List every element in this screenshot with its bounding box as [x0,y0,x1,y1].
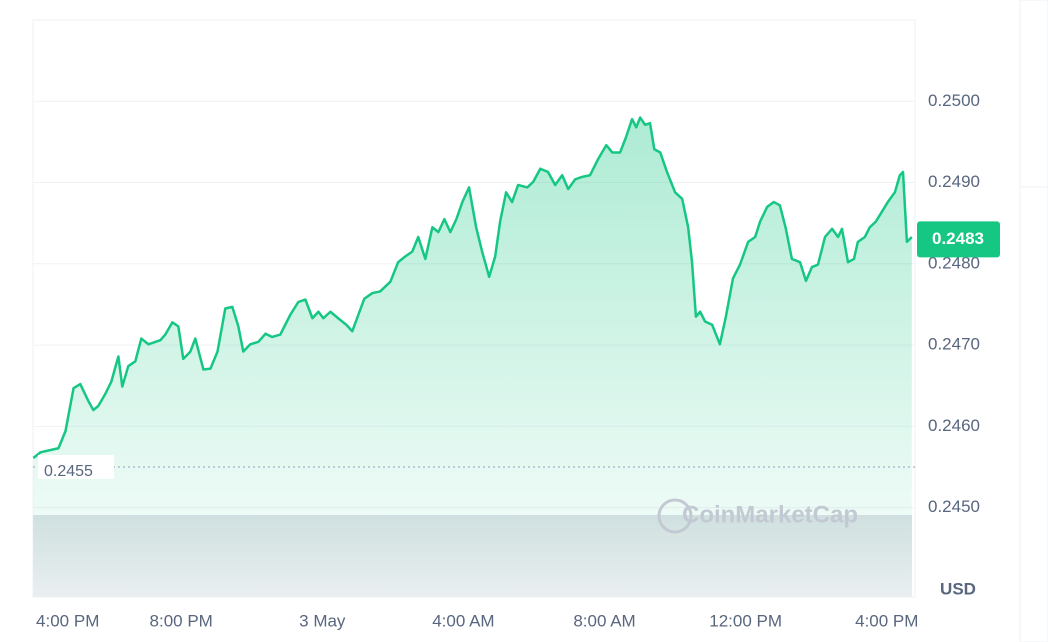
y-tick-label: 0.2450 [928,497,980,516]
last-price-badge [917,221,1000,258]
last-price-label: 0.2483 [932,229,984,248]
watermark: CoinMarketCap [682,501,858,528]
x-tick-label: 4:00 AM [432,611,494,630]
x-tick-label: 8:00 AM [573,611,635,630]
x-tick-label: 8:00 PM [150,611,213,630]
x-tick-label: 4:00 PM [855,611,918,630]
x-tick-label: 3 May [299,611,346,630]
currency-label: USD [940,579,976,598]
side-panel [1019,0,1048,642]
plot: 0.2455 [32,116,915,598]
x-tick-label: 4:00 PM [36,611,99,630]
x-tick-label: 12:00 PM [709,611,782,630]
axes: 0.2450 0.2460 0.2470 0.2480 0.2490 0.2500 4:00… [36,91,1000,630]
reference-label: 0.2455 [44,463,93,480]
y-tick-label: 0.2460 [928,416,980,435]
y-tick-label: 0.2500 [928,91,980,110]
y-tick-label: 0.2480 [928,253,980,272]
area-fill [33,117,912,598]
reference-label-bg [38,454,114,479]
y-tick-label: 0.2490 [928,172,980,191]
watermark-logo [657,498,693,534]
price-line [32,116,913,460]
y-tick-label: 0.2470 [928,335,980,354]
